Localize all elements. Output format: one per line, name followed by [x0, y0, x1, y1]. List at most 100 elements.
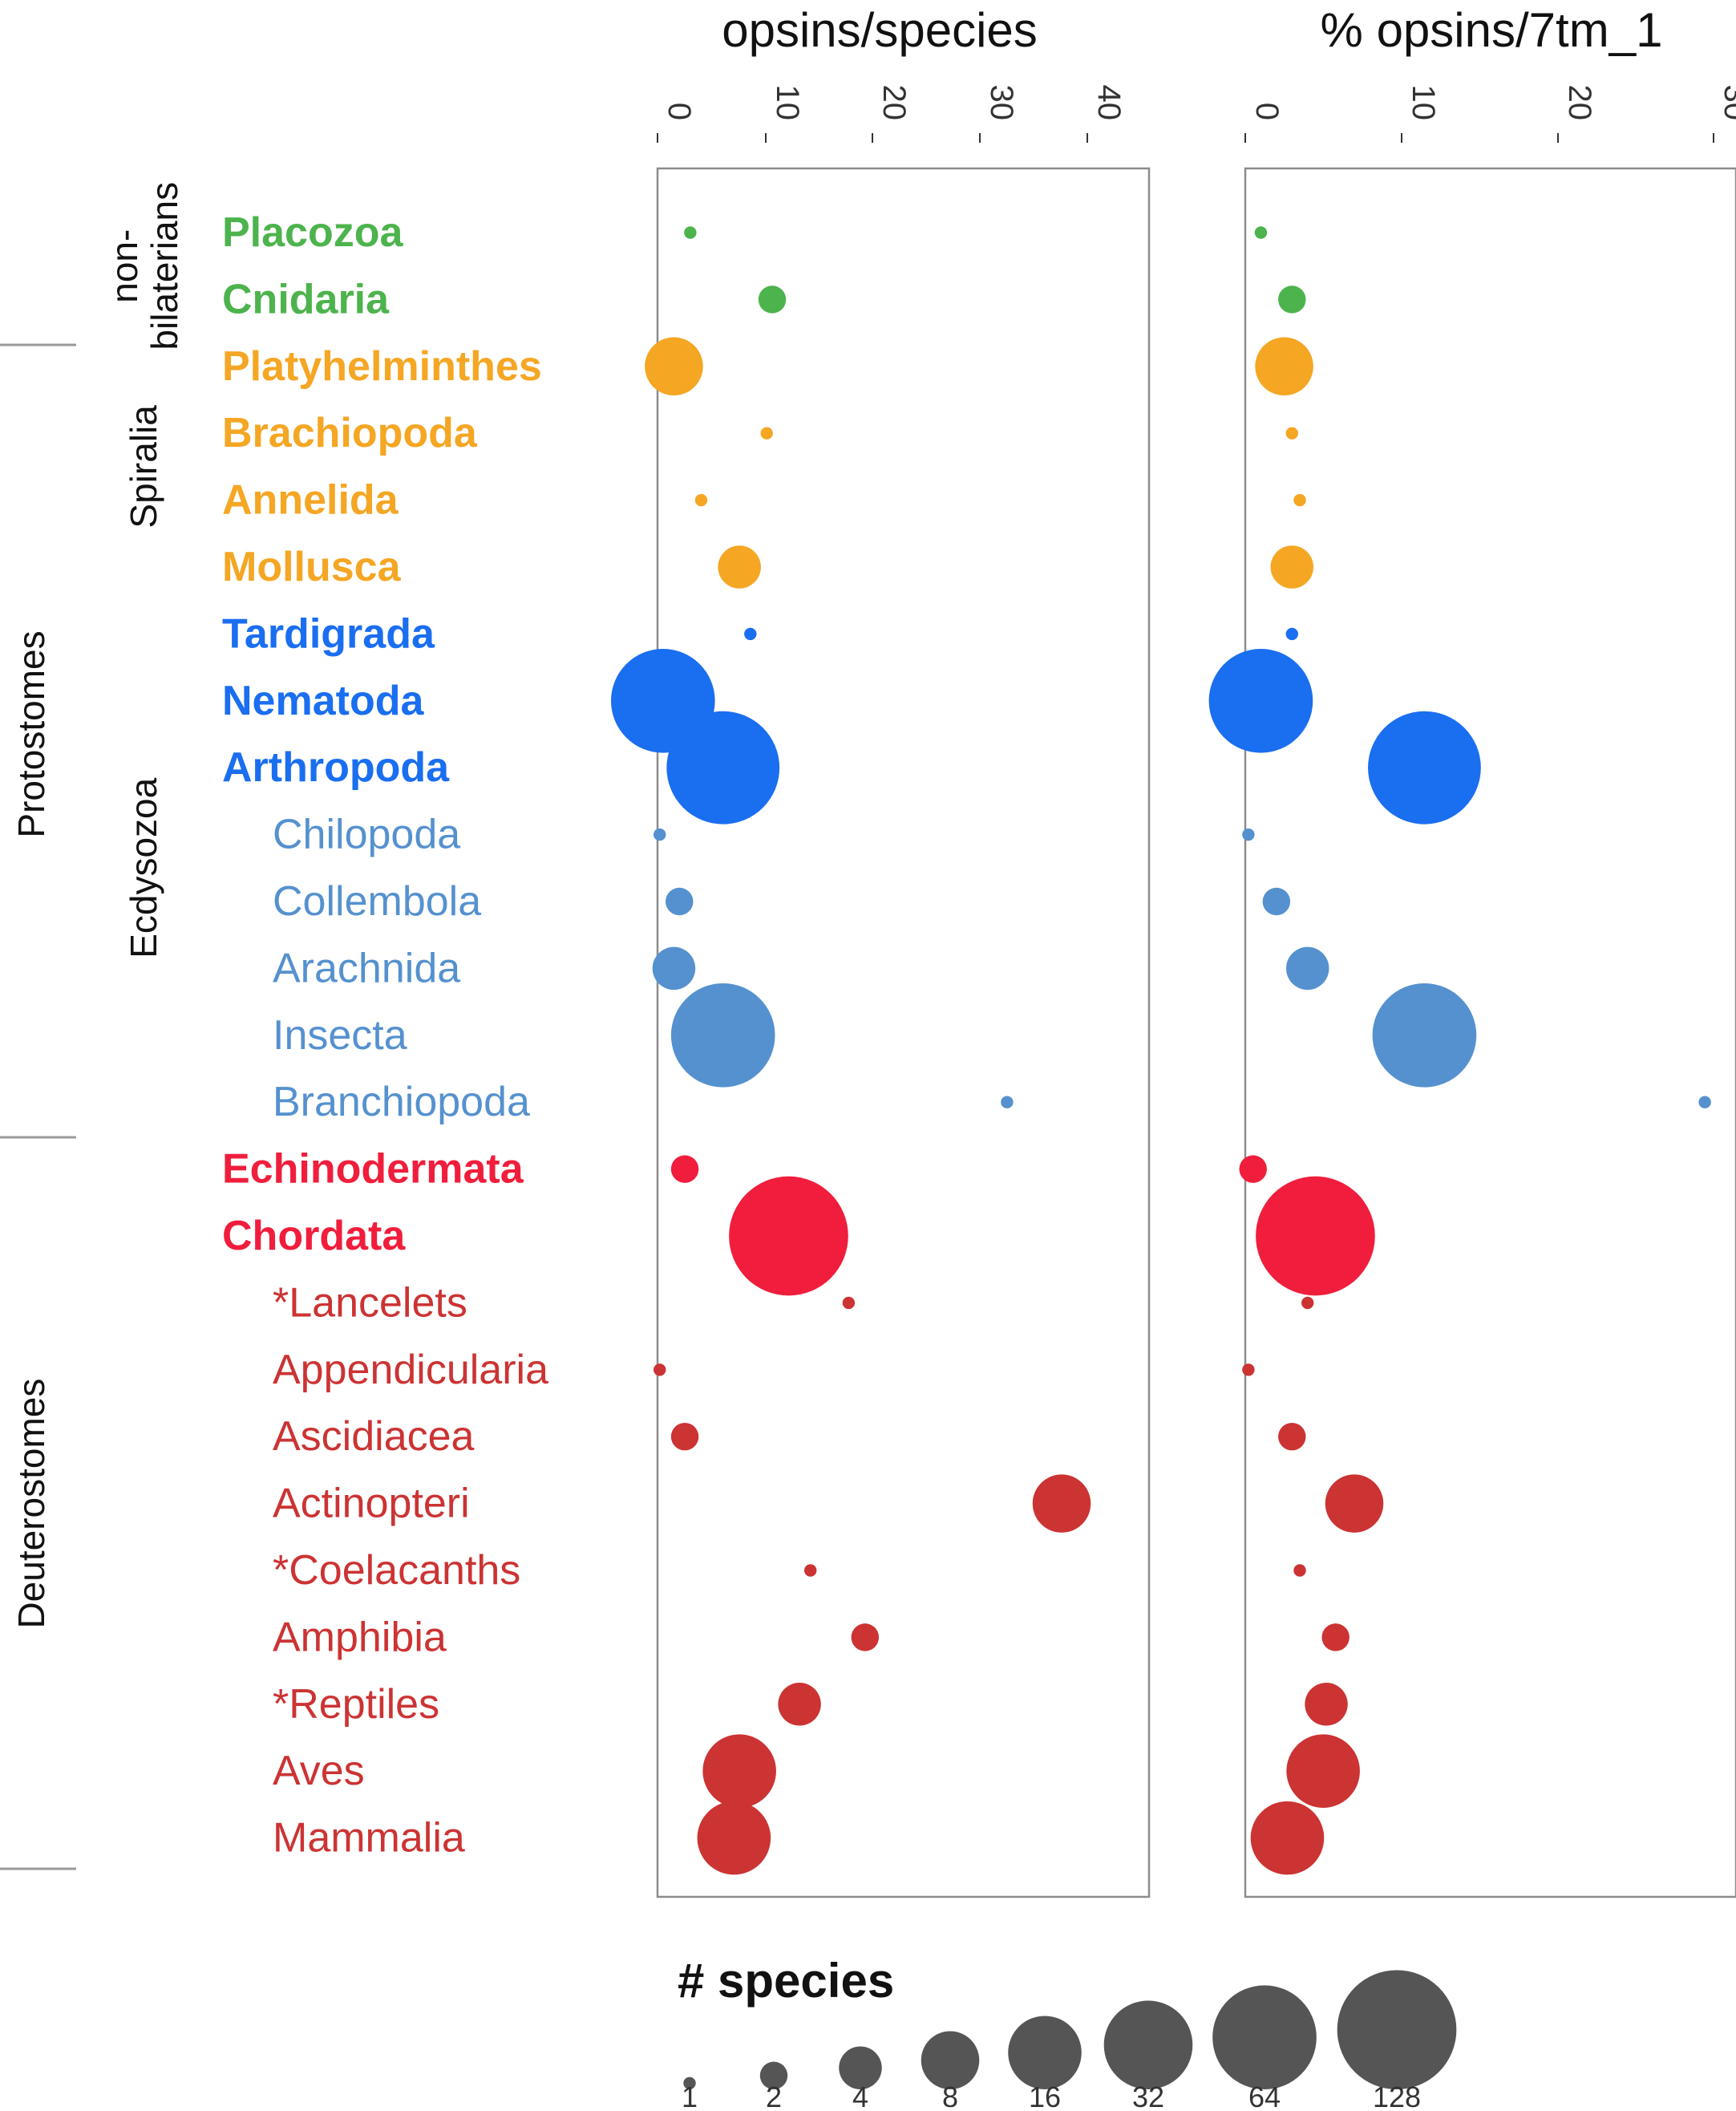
tick-label: 10: [770, 85, 805, 121]
taxon-label: Platyhelminthes: [222, 343, 542, 390]
legend-dot: [759, 2061, 788, 2089]
data-point: [1250, 1801, 1325, 1875]
data-point: [1293, 493, 1306, 507]
taxon-label: Aves: [273, 1748, 365, 1794]
data-point: [778, 1683, 821, 1726]
group-label: Ecdysozoa: [123, 777, 164, 958]
data-point: [670, 983, 775, 1088]
data-point: [1032, 1474, 1091, 1533]
group-label: Deuterostomes: [10, 1379, 52, 1629]
data-point: [718, 545, 761, 589]
legend-dot: [1212, 1985, 1317, 2089]
legend-label: 128: [1373, 2081, 1421, 2111]
species-size-legend: # species 1 2 4 8 16 32 64 128: [678, 1954, 1457, 2111]
tick-label: 0: [662, 103, 697, 120]
data-point: [804, 1564, 817, 1577]
panel-1: opsins/species 0 10 20 30 40: [610, 3, 1151, 1898]
data-point: [666, 711, 780, 825]
data-point: [1285, 627, 1298, 641]
data-point: [758, 286, 787, 314]
data-point: [1254, 226, 1268, 239]
taxon-label: Branchiopoda: [273, 1079, 530, 1125]
taxon-labels: Placozoa Cnidaria Platyhelminthes Brachiopo…: [222, 209, 548, 1862]
taxon-label: *Lancelets: [273, 1279, 467, 1326]
data-point: [1239, 1155, 1267, 1183]
data-point: [694, 493, 708, 507]
taxon-label: Arachnida: [273, 945, 460, 991]
data-point: [729, 1176, 848, 1296]
data-point: [1278, 286, 1306, 314]
panel-title: % opsins/7tm_1: [1321, 3, 1663, 57]
legend-label: 64: [1248, 2081, 1281, 2111]
data-point: [1242, 1363, 1255, 1376]
taxon-label: Placozoa: [222, 209, 403, 256]
taxon-label: Arthropoda: [222, 744, 450, 791]
legend-label: 2: [766, 2081, 782, 2111]
tick-label: 10: [1406, 85, 1441, 121]
taxon-label: Insecta: [273, 1012, 407, 1059]
data-point: [666, 887, 694, 916]
data-point: [1242, 828, 1255, 841]
data-point: [652, 946, 696, 991]
chart-panels: opsins/species 0 10 20 30 40 % opsins/7tm_1 0 10…: [610, 3, 1736, 1898]
legend-dot: [921, 2031, 980, 2089]
data-point: [851, 1623, 880, 1651]
taxon-label: Appendicularia: [273, 1347, 548, 1393]
data-point: [1208, 648, 1313, 753]
taxon-label: Brachiopoda: [222, 410, 478, 456]
tick-label: 20: [1562, 85, 1597, 121]
taxon-label: Cnidaria: [222, 276, 390, 322]
taxon-label: Echinodermata: [222, 1146, 524, 1193]
tick-label: 20: [876, 85, 912, 121]
legend-label: 8: [942, 2081, 958, 2111]
panel-title: opsins/species: [722, 3, 1038, 57]
taxon-label: Tardigrada: [222, 610, 435, 657]
taxon-label: Actinopteri: [273, 1481, 470, 1527]
legend-dot: [683, 2077, 696, 2089]
data-point: [697, 1801, 771, 1875]
group-label: Spiralia: [123, 405, 164, 529]
taxon-label: Chilopoda: [273, 812, 460, 858]
taxon-label: Mollusca: [222, 544, 402, 590]
data-point: [1256, 1176, 1375, 1296]
data-point: [1293, 1564, 1306, 1577]
data-point: [645, 337, 703, 396]
legend-label: 1: [682, 2081, 698, 2111]
legend-label: 32: [1132, 2081, 1164, 2111]
legend-label: 16: [1029, 2081, 1061, 2111]
data-point: [684, 226, 697, 239]
legend-dot: [1103, 2000, 1193, 2089]
tick-label: 0: [1249, 103, 1285, 120]
legend-dot: [1337, 1970, 1457, 2089]
data-point: [1372, 983, 1477, 1088]
data-point: [1270, 545, 1314, 589]
data-point: [1262, 887, 1291, 916]
data-point: [760, 427, 773, 440]
taxon-label: Amphibia: [273, 1614, 447, 1660]
legend-dot: [839, 2046, 882, 2089]
taxon-label: Chordata: [222, 1213, 406, 1259]
tick-label: 30: [984, 85, 1019, 121]
tick-label: 30: [1718, 85, 1736, 121]
panel-frame: [656, 167, 1151, 1898]
data-point: [1278, 1422, 1306, 1451]
taxon-label: *Reptiles: [273, 1681, 439, 1728]
taxon-label: Annelida: [222, 477, 399, 524]
data-point: [654, 1363, 666, 1376]
data-point: [702, 1734, 776, 1808]
legend-dot: [1008, 2016, 1082, 2089]
data-point: [670, 1155, 699, 1183]
data-point: [654, 828, 666, 841]
taxon-label: Ascidiacea: [273, 1413, 475, 1460]
data-point: [1001, 1096, 1014, 1108]
data-point: [1285, 946, 1329, 991]
data-point: [1368, 711, 1481, 825]
taxon-label: Nematoda: [222, 678, 424, 724]
taxon-group-labels: non-bilaterians Spiralia Ecdysozoa Protosto…: [0, 182, 185, 1870]
tick-label: 40: [1091, 85, 1127, 121]
data-point: [1305, 1683, 1348, 1726]
taxon-label: *Coelacanths: [273, 1547, 520, 1594]
legend-label: 4: [852, 2081, 868, 2111]
taxon-label: Mammalia: [273, 1815, 465, 1862]
